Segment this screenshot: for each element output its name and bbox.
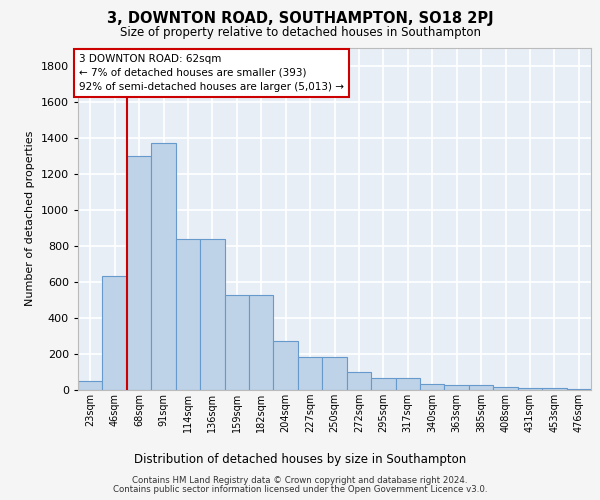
Bar [127, 156, 151, 390]
Bar [566, 388, 591, 390]
Bar [322, 356, 347, 390]
Bar [298, 356, 322, 390]
Bar [347, 372, 371, 390]
Text: Contains public sector information licensed under the Open Government Licence v3: Contains public sector information licen… [113, 485, 487, 494]
Text: Distribution of detached houses by size in Southampton: Distribution of detached houses by size … [134, 453, 466, 466]
Bar [274, 342, 298, 390]
Text: Size of property relative to detached houses in Southampton: Size of property relative to detached ho… [119, 26, 481, 39]
Bar [151, 143, 176, 390]
Text: Contains HM Land Registry data © Crown copyright and database right 2024.: Contains HM Land Registry data © Crown c… [132, 476, 468, 485]
Bar [493, 387, 518, 390]
Bar [78, 381, 103, 390]
Bar [371, 378, 395, 390]
Bar [200, 238, 224, 390]
Bar [469, 384, 493, 390]
Bar [249, 296, 274, 390]
Text: 3 DOWNTON ROAD: 62sqm
← 7% of detached houses are smaller (393)
92% of semi-deta: 3 DOWNTON ROAD: 62sqm ← 7% of detached h… [79, 54, 344, 92]
Bar [224, 296, 249, 390]
Bar [395, 378, 420, 390]
Bar [518, 388, 542, 390]
Bar [103, 276, 127, 390]
Y-axis label: Number of detached properties: Number of detached properties [25, 131, 35, 306]
Bar [445, 384, 469, 390]
Bar [420, 384, 445, 390]
Text: 3, DOWNTON ROAD, SOUTHAMPTON, SO18 2PJ: 3, DOWNTON ROAD, SOUTHAMPTON, SO18 2PJ [107, 11, 493, 26]
Bar [176, 238, 200, 390]
Bar [542, 388, 566, 390]
